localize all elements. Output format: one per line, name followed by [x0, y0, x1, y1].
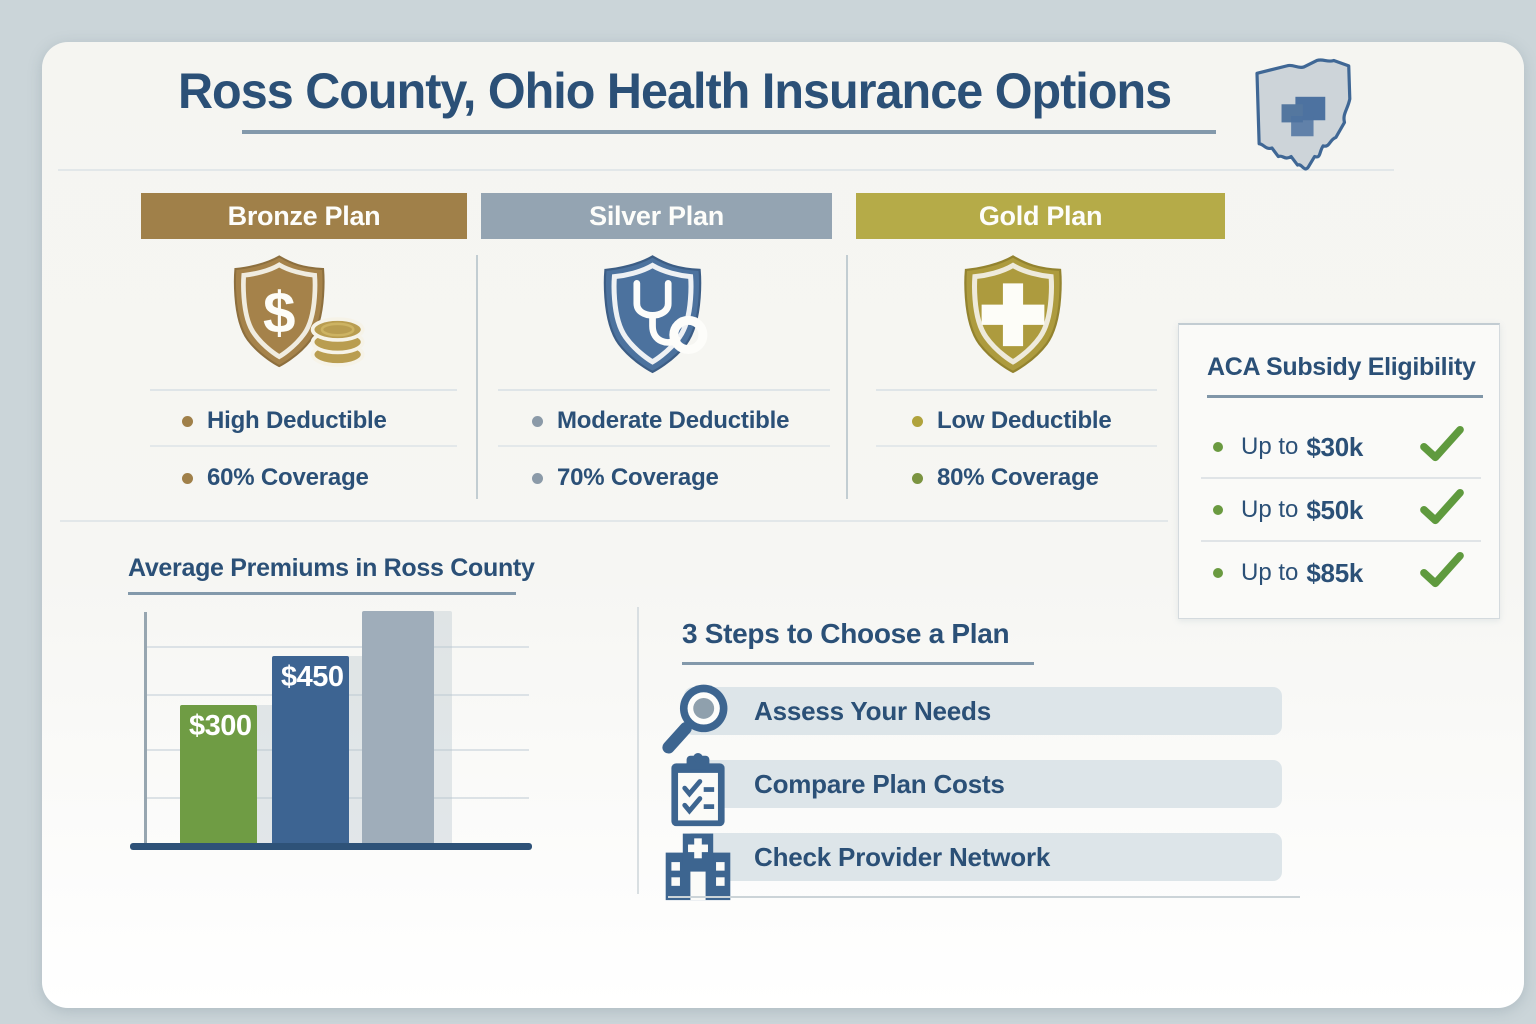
shield-cross-icon — [952, 252, 1074, 387]
ohio-state-map-icon — [1246, 52, 1364, 185]
feature-item: 80% Coverage — [912, 460, 1099, 496]
section-divider — [60, 520, 1168, 522]
feature-label: 70% Coverage — [557, 464, 719, 491]
subsidy-amount: $50k — [1306, 494, 1364, 525]
subsidy-panel: ACA Subsidy Eligibility Up to $30k Up to… — [1178, 323, 1500, 619]
feature-label: 60% Coverage — [207, 464, 369, 491]
checkmark-icon — [1419, 425, 1465, 470]
divider — [1201, 540, 1481, 542]
shield-stethoscope-icon — [591, 252, 723, 387]
feature-item: 70% Coverage — [532, 460, 719, 496]
subsidy-item: Up to $50k — [1179, 488, 1499, 532]
divider — [876, 389, 1157, 391]
feature-item: 60% Coverage — [182, 460, 369, 496]
subsidy-amount: $30k — [1306, 431, 1364, 462]
plan-name: Bronze Plan — [227, 200, 381, 231]
y-axis — [144, 612, 147, 846]
infographic-card: Ross County, Ohio Health Insurance Optio… — [42, 42, 1524, 1008]
divider — [876, 445, 1157, 447]
title-underline — [242, 130, 1216, 134]
coin-stack — [310, 317, 365, 367]
bar-value-label: $300 — [189, 710, 252, 742]
county-highlight — [1295, 96, 1326, 121]
step-label: Check Provider Network — [754, 841, 1051, 872]
subsidy-item: Up to $85k — [1179, 551, 1499, 595]
feature-item: Moderate Deductible — [532, 403, 789, 439]
subsidy-title-underline — [1207, 395, 1483, 398]
checkmark-icon — [1419, 551, 1465, 596]
subsidy-item: Up to $30k — [1179, 425, 1499, 469]
checkmark-icon — [1419, 488, 1465, 533]
divider — [150, 445, 457, 447]
bullet-icon — [912, 415, 923, 427]
chart-title-underline — [128, 592, 516, 595]
divider — [498, 389, 830, 391]
feature-label: Low Deductible — [937, 407, 1112, 434]
step-row-check-network: Check Provider Network — [684, 833, 1282, 881]
feature-item: High Deductible — [182, 403, 387, 439]
feature-label: Moderate Deductible — [557, 407, 790, 434]
steps-bottom-divider — [668, 896, 1300, 898]
svg-text:$: $ — [263, 281, 295, 346]
step-row-assess-needs: Assess Your Needs — [684, 687, 1282, 735]
header-divider — [58, 169, 1394, 171]
x-axis-baseline — [130, 843, 532, 850]
bullet-icon — [1213, 442, 1223, 452]
bullet-icon — [182, 415, 193, 427]
plan-header-gold: Gold Plan — [856, 193, 1225, 239]
plan-header-silver: Silver Plan — [481, 193, 832, 239]
column-divider — [476, 255, 478, 499]
plan-name: Gold Plan — [978, 200, 1103, 231]
bullet-icon — [1213, 568, 1223, 578]
gridline — [147, 646, 529, 648]
subsidy-amount: $85k — [1306, 557, 1364, 588]
steps-title: 3 Steps to Choose a Plan — [682, 618, 1010, 649]
page-title: Ross County, Ohio Health Insurance Optio… — [178, 63, 1172, 119]
bullet-icon — [182, 472, 193, 484]
column-divider — [846, 255, 848, 499]
bullet-icon — [532, 415, 543, 427]
hospital-icon — [660, 824, 736, 909]
chart-title: Average Premiums in Ross County — [128, 554, 535, 582]
bar-silver-premium: $450 — [272, 656, 349, 843]
subsidy-title: ACA Subsidy Eligibility — [1207, 353, 1476, 381]
plan-header-bronze: Bronze Plan — [141, 193, 467, 239]
bar-gold-premium — [362, 611, 434, 843]
divider — [498, 445, 830, 447]
subsidy-prefix: Up to — [1241, 496, 1299, 523]
plan-name: Silver Plan — [589, 200, 724, 231]
feature-label: 80% Coverage — [937, 464, 1099, 491]
feature-item: Low Deductible — [912, 403, 1112, 439]
bullet-icon — [532, 472, 543, 484]
subsidy-prefix: Up to — [1241, 559, 1299, 586]
subsidy-prefix: Up to — [1241, 433, 1299, 460]
step-row-compare-costs: Compare Plan Costs — [684, 760, 1282, 808]
feature-label: High Deductible — [207, 407, 387, 434]
magnifier-icon — [660, 676, 736, 761]
bar-value-label: $450 — [281, 661, 344, 693]
divider — [150, 389, 457, 391]
divider — [1201, 477, 1481, 479]
shield-dollar-coins-icon: $ — [225, 252, 371, 387]
steps-title-underline — [682, 662, 1034, 665]
bar-bronze-premium: $300 — [180, 705, 257, 843]
bullet-icon — [1213, 505, 1223, 515]
steps-left-divider — [637, 607, 639, 894]
clipboard-check-icon — [660, 750, 736, 835]
step-label: Compare Plan Costs — [754, 768, 1005, 799]
bullet-icon — [912, 472, 923, 484]
step-label: Assess Your Needs — [754, 695, 991, 726]
